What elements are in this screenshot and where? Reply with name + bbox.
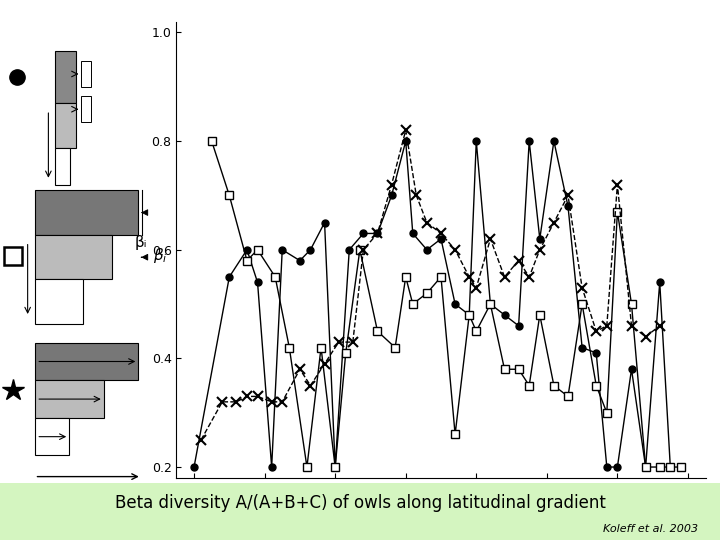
- Bar: [35, 343, 138, 380]
- X-axis label: Latitude: Latitude: [413, 501, 469, 515]
- Y-axis label: βᵢ: βᵢ: [134, 235, 147, 249]
- Bar: [35, 279, 83, 324]
- Bar: [81, 96, 91, 122]
- Bar: [55, 148, 70, 185]
- Text: Beta diversity A/(A+B+C) of owls along latitudinal gradient: Beta diversity A/(A+B+C) of owls along l…: [114, 494, 606, 512]
- Text: Koleff et al. 2003: Koleff et al. 2003: [603, 523, 698, 534]
- Bar: [55, 103, 76, 148]
- Bar: [81, 61, 91, 86]
- Text: $\beta_i$: $\beta_i$: [153, 246, 168, 265]
- Bar: [35, 380, 104, 418]
- Bar: [35, 418, 69, 455]
- Bar: [35, 235, 112, 279]
- Bar: [55, 51, 76, 103]
- Bar: [35, 190, 138, 235]
